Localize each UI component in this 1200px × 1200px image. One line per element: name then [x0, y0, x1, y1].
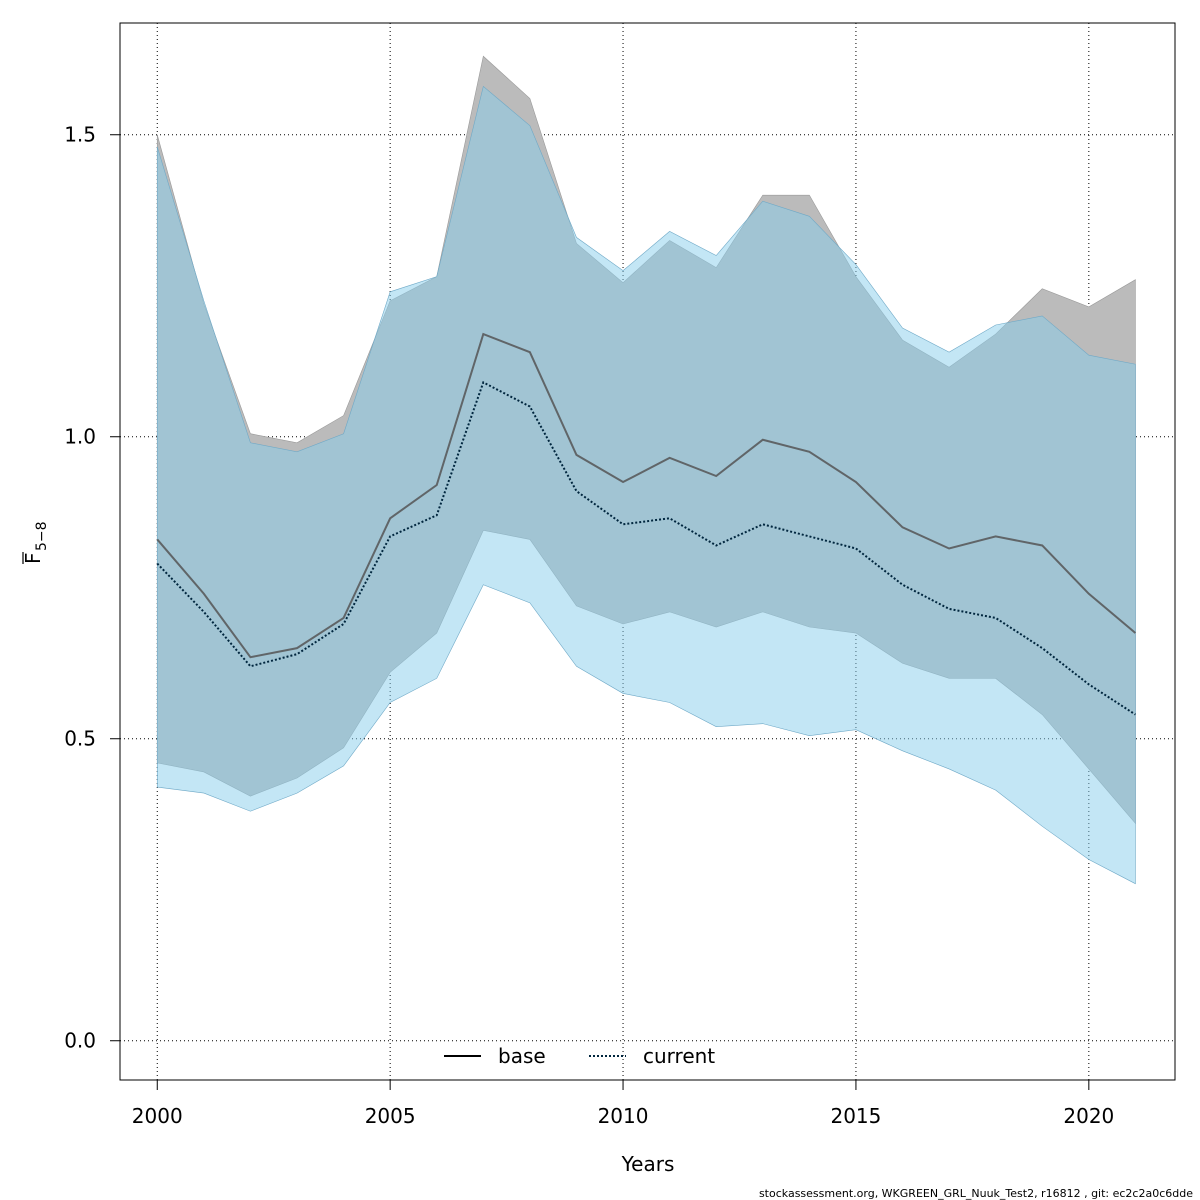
x-tick-label-2000: 2000 [132, 1104, 183, 1128]
confidence-bands [156, 55, 1136, 885]
x-tick-label-2015: 2015 [830, 1104, 881, 1128]
series-lines [156, 332, 1137, 716]
footer-credit: stockassessment.org, WKGREEN_GRL_Nuuk_Te… [759, 1187, 1193, 1200]
x-axis-title: Years [621, 1152, 675, 1176]
confidence-band-current [156, 85, 1136, 885]
y-tick-label-1.0: 1.0 [64, 425, 96, 449]
legend-label-base: base [498, 1044, 546, 1068]
x-tick-label-2005: 2005 [365, 1104, 416, 1128]
x-tick-label-2010: 2010 [598, 1104, 649, 1128]
series-line-base [156, 332, 1137, 659]
y-axis: 0.0 0.5 1.0 1.5 [64, 123, 120, 1053]
y-tick-label-0.0: 0.0 [64, 1029, 96, 1053]
x-axis: 2000 2005 2010 2015 2020 [132, 1080, 1114, 1128]
x-tick-label-2020: 2020 [1063, 1104, 1114, 1128]
plot-frame [119, 22, 1176, 1081]
legend-label-current: current [643, 1044, 715, 1068]
y-axis-title-subscript: 5−8 [34, 521, 50, 551]
y-tick-label-0.5: 0.5 [64, 727, 96, 751]
y-axis-title: F 5−8 [21, 521, 50, 564]
legend: base current [444, 1044, 715, 1068]
y-axis-title-main: F [21, 552, 45, 564]
y-tick-label-1.5: 1.5 [64, 123, 96, 147]
